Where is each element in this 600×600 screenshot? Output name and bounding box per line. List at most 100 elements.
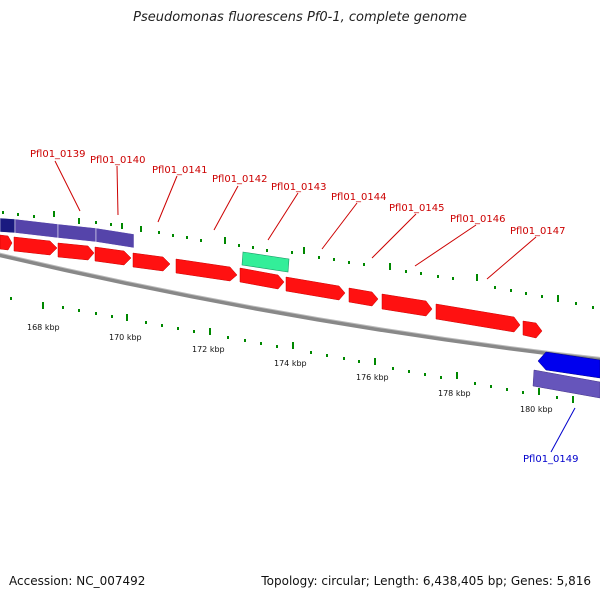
label-leader-lines: [54, 160, 576, 453]
gene-arrow[interactable]: [0, 234, 13, 251]
gene-arrow[interactable]: [435, 303, 521, 333]
gene-arrow[interactable]: [239, 267, 285, 290]
gene-label-pfl01-0140[interactable]: Pfl01_0140: [90, 155, 146, 166]
tick-mark: [556, 396, 558, 399]
gene-label-pfl01-0146[interactable]: Pfl01_0146: [450, 214, 506, 225]
accession-text: Accession: NC_007492: [9, 574, 146, 588]
tick-mark: [78, 309, 80, 312]
leader-line: [371, 213, 417, 259]
tick-mark: [541, 295, 543, 298]
gene-block[interactable]: [14, 218, 59, 239]
leader-line: [321, 202, 358, 250]
tick-mark: [95, 312, 97, 315]
tick-mark: [557, 295, 559, 302]
gene-block[interactable]: [57, 223, 97, 243]
gene-arrow[interactable]: [132, 252, 171, 272]
tick-mark: [494, 286, 496, 289]
tick-mark: [110, 223, 112, 226]
tick-mark: [440, 376, 442, 379]
tick-mark: [333, 258, 335, 261]
gene-label-pfl01-0149[interactable]: Pfl01_0149: [523, 454, 579, 465]
gene-arrow[interactable]: [381, 293, 433, 317]
scale-label-178: 178 kbp: [438, 389, 471, 398]
leader-line: [157, 175, 178, 223]
tick-mark: [10, 297, 12, 300]
gene-arrow[interactable]: [94, 246, 132, 266]
tick-mark: [158, 231, 160, 234]
tick-mark: [575, 302, 577, 305]
scale-label-172: 172 kbp: [192, 345, 225, 354]
tick-mark: [172, 234, 174, 237]
tick-mark: [456, 372, 458, 379]
tick-mark: [200, 239, 202, 242]
tick-mark: [476, 274, 478, 281]
scale-label-180: 180 kbp: [520, 405, 553, 414]
gene-label-pfl01-0139[interactable]: Pfl01_0139: [30, 149, 86, 160]
gene-label-pfl01-0142[interactable]: Pfl01_0142: [212, 174, 268, 185]
tick-mark: [405, 270, 407, 273]
map-title: Pseudomonas fluorescens Pf0-1, complete …: [133, 10, 467, 25]
scale-label-170: 170 kbp: [109, 333, 142, 342]
tick-mark: [510, 289, 512, 292]
leader-line: [54, 160, 81, 212]
tick-mark: [186, 236, 188, 239]
tick-mark: [2, 211, 4, 214]
tick-mark: [538, 388, 540, 395]
leader-line: [550, 407, 576, 453]
genome-backbone: [0, 253, 600, 362]
gene-block[interactable]: [95, 227, 135, 249]
leader-line: [116, 165, 119, 216]
tick-mark: [358, 360, 360, 363]
leader-line: [414, 224, 477, 267]
tick-mark: [244, 339, 246, 342]
scale-labels: 168 kbp 170 kbp 172 kbp 174 kbp 176 kbp …: [27, 323, 553, 414]
tick-mark: [33, 215, 35, 218]
tick-mark: [408, 370, 410, 373]
tick-mark: [525, 292, 527, 295]
tick-mark: [326, 354, 328, 357]
tick-mark: [374, 358, 376, 365]
gene-label-pfl01-0145[interactable]: Pfl01_0145: [389, 203, 445, 214]
gene-arrow-reverse[interactable]: [537, 351, 600, 379]
gene-label-pfl01-0147[interactable]: Pfl01_0147: [510, 226, 566, 237]
gene-arrow[interactable]: [285, 276, 346, 301]
gene-label-pfl01-0143[interactable]: Pfl01_0143: [271, 182, 327, 193]
tick-mark: [260, 342, 262, 345]
genome-backbone-highlight: [0, 252, 600, 358]
tick-mark: [424, 373, 426, 376]
outer-tick-ring: [2, 211, 594, 309]
gene-label-pfl01-0144[interactable]: Pfl01_0144: [331, 192, 387, 203]
scale-label-174: 174 kbp: [274, 359, 307, 368]
gene-arrow[interactable]: [522, 320, 543, 339]
tick-mark: [78, 218, 80, 224]
tick-mark: [318, 256, 320, 259]
gene-arrow[interactable]: [175, 258, 238, 282]
gene-arrow[interactable]: [348, 287, 379, 307]
tick-mark: [420, 272, 422, 275]
gene-arrow[interactable]: [57, 242, 95, 261]
tick-mark: [95, 221, 97, 224]
tick-mark: [490, 385, 492, 388]
tick-mark: [303, 247, 305, 254]
tick-mark: [389, 263, 391, 270]
tick-mark: [42, 302, 44, 309]
gene-block[interactable]: [532, 369, 600, 399]
tick-mark: [140, 226, 142, 232]
tick-mark: [193, 330, 195, 333]
forward-genes: [0, 234, 543, 339]
reverse-lower-genes: [532, 351, 600, 399]
tick-mark: [266, 249, 268, 252]
gene-labels: Pfl01_0139 Pfl01_0140 Pfl01_0141 Pfl01_0…: [30, 149, 579, 465]
tick-mark: [437, 275, 439, 278]
gene-arrow[interactable]: [13, 236, 58, 256]
highlighted-gene[interactable]: [241, 251, 290, 273]
tick-mark: [121, 223, 123, 229]
tick-mark: [522, 391, 524, 394]
tick-mark: [310, 351, 312, 354]
gene-block[interactable]: [0, 217, 16, 234]
tick-mark: [224, 237, 226, 244]
gene-label-pfl01-0141[interactable]: Pfl01_0141: [152, 165, 208, 176]
leader-line: [486, 236, 537, 280]
tick-mark: [53, 211, 55, 217]
